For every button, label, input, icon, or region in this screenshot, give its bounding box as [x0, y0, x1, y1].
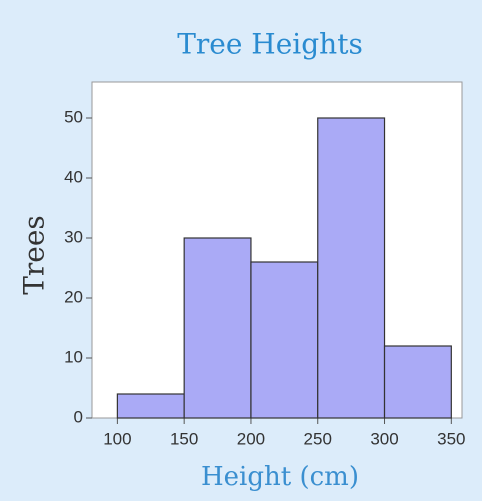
y-tick-label: 40 [64, 167, 83, 186]
bar [383, 345, 452, 419]
chart-title: Tree Heights [177, 28, 363, 61]
x-axis-label: Height (cm) [201, 462, 359, 492]
y-axis-label: Trees [18, 215, 51, 295]
y-tick-label: 10 [64, 347, 83, 366]
x-tick-label: 150 [170, 429, 198, 448]
x-tick-label: 200 [237, 429, 265, 448]
x-tick-label: 300 [370, 429, 398, 448]
x-tick-label: 250 [304, 429, 332, 448]
y-tick-label: 20 [64, 287, 83, 306]
bar [183, 237, 252, 419]
y-tick-label: 50 [64, 107, 83, 126]
x-tick-label: 100 [103, 429, 131, 448]
x-tick-label: 350 [437, 429, 465, 448]
y-tick-label: 30 [64, 227, 83, 246]
bar [317, 117, 386, 419]
bar [250, 261, 319, 419]
bar [116, 393, 185, 419]
y-tick-label: 0 [74, 407, 83, 426]
